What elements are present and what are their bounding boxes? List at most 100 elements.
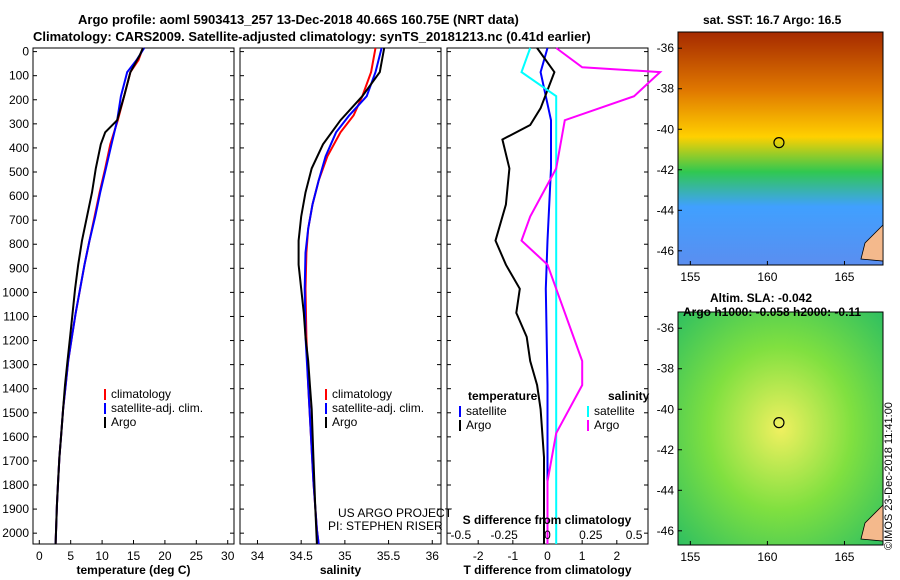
series-line-temperature-argo [494,47,556,544]
sla-map-title-2: Argo h1000: -0.058 h2000: -0.11 [683,305,862,319]
header-line-2: Climatology: CARS2009. Satellite-adjuste… [33,29,591,44]
x-tick-label: -2 [473,549,484,563]
pi-credit: PI: STEPHEN RISER [328,519,443,533]
s-difference-axis-label: S difference from climatology [463,513,632,527]
legend-title-temperature: temperature [468,389,538,403]
depth-tick-label: 1900 [2,502,29,516]
depth-tick-label: 500 [9,165,29,179]
sst-map-float-marker [773,137,785,149]
x-axis-label: T difference from climatology [463,563,631,577]
depth-tick-label: 1000 [2,285,29,299]
project-credit: US ARGO PROJECT [338,506,453,520]
lat-tick-label: -38 [657,82,675,96]
depth-tick-label: 100 [9,69,29,83]
depth-tick-label: 1200 [2,334,29,348]
series-line-climatology [54,47,144,545]
series-line-salinity-satellite [520,47,558,544]
s-tick-label: 0 [544,528,551,542]
x-tick-label: 25 [190,549,204,563]
depth-tick-label: 600 [9,189,29,203]
lat-tick-label: -36 [657,41,675,55]
lat-tick-label: -44 [657,203,675,217]
lat-tick-label: -46 [657,244,675,258]
series-line-satellite-adj-clim- [303,47,383,545]
header-line-1: Argo profile: aoml 5903413_257 13-Dec-20… [78,12,519,27]
depth-tick-label: 1400 [2,382,29,396]
sla-map-title-1: Altim. SLA: -0.042 [710,291,813,305]
plot-frame-salinity [239,47,442,545]
lat-tick-label: -40 [657,122,675,136]
legend-label: Argo [466,418,492,432]
plot-frame-temperature [32,47,235,545]
x-tick-label: 15 [127,549,141,563]
lon-tick-label: 160 [757,270,777,284]
lon-tick-label: 165 [834,550,854,564]
x-tick-label: 20 [158,549,172,563]
depth-tick-label: 900 [9,261,29,275]
x-tick-label: 34 [251,549,265,563]
series-line-argo [54,47,144,545]
depth-tick-label: 2000 [2,526,29,540]
depth-tick-label: 300 [9,117,29,131]
x-tick-label: 30 [221,549,235,563]
lon-tick-label: 160 [757,550,777,564]
lat-tick-label: -40 [657,402,675,416]
x-tick-label: 35.5 [377,549,401,563]
legend-label: Argo [594,418,620,432]
sla-map-area [677,311,884,546]
legend-label: climatology [111,387,171,401]
legend-title-salinity: salinity [608,389,650,403]
legend-label: climatology [332,387,392,401]
depth-tick-label: 400 [9,141,29,155]
depth-tick-label: 800 [9,237,29,251]
s-tick-label: 0.25 [579,528,603,542]
lat-tick-label: -46 [657,524,675,538]
s-tick-label: -0.25 [491,528,519,542]
x-axis-label: salinity [320,563,362,577]
x-tick-label: -1 [508,549,519,563]
sst-map-coast [860,224,884,262]
depth-tick-label: 1300 [2,358,29,372]
depth-tick-label: 1500 [2,406,29,420]
s-tick-label: 0.5 [626,528,643,542]
x-tick-label: 35 [338,549,352,563]
lon-tick-label: 155 [680,270,700,284]
sst-map-title: sat. SST: 16.7 Argo: 16.5 [703,13,842,27]
x-tick-label: 34.5 [289,549,313,563]
legend-label: satellite-adj. clim. [111,401,203,415]
imos-credit: ©IMOS 23-Dec-2018 11:41:00 [883,402,895,550]
lat-tick-label: -44 [657,483,675,497]
x-tick-label: 1 [579,549,586,563]
x-tick-label: 10 [95,549,109,563]
depth-tick-label: 1100 [3,309,29,323]
s-tick-label: -0.5 [451,528,472,542]
legend-label: satellite-adj. clim. [332,401,424,415]
depth-tick-label: 0 [22,45,29,59]
x-tick-label: 0 [36,549,43,563]
lon-tick-label: 165 [834,270,854,284]
legend-label: satellite [466,404,507,418]
x-tick-label: 5 [67,549,74,563]
lon-tick-label: 155 [680,550,700,564]
lat-tick-label: -36 [657,321,675,335]
series-line-argo [297,47,386,545]
x-tick-label: 36 [426,549,440,563]
series-line-salinity-argo [520,47,663,544]
depth-tick-label: 1800 [2,478,29,492]
x-tick-label: 0 [544,549,551,563]
x-axis-label: temperature (deg C) [76,563,190,577]
legend-label: satellite [594,404,635,418]
lat-tick-label: -42 [657,163,675,177]
sla-map-coast [860,504,884,542]
x-tick-label: 2 [613,549,620,563]
series-line-temperature-satellite [539,47,552,544]
depth-tick-label: 1700 [2,454,29,468]
series-line-satellite-adj-clim- [54,47,146,545]
legend-label: Argo [111,415,137,429]
sla-map-float-marker [773,417,785,429]
legend-label: Argo [332,415,358,429]
series-line-climatology [304,47,377,545]
lat-tick-label: -42 [657,443,675,457]
